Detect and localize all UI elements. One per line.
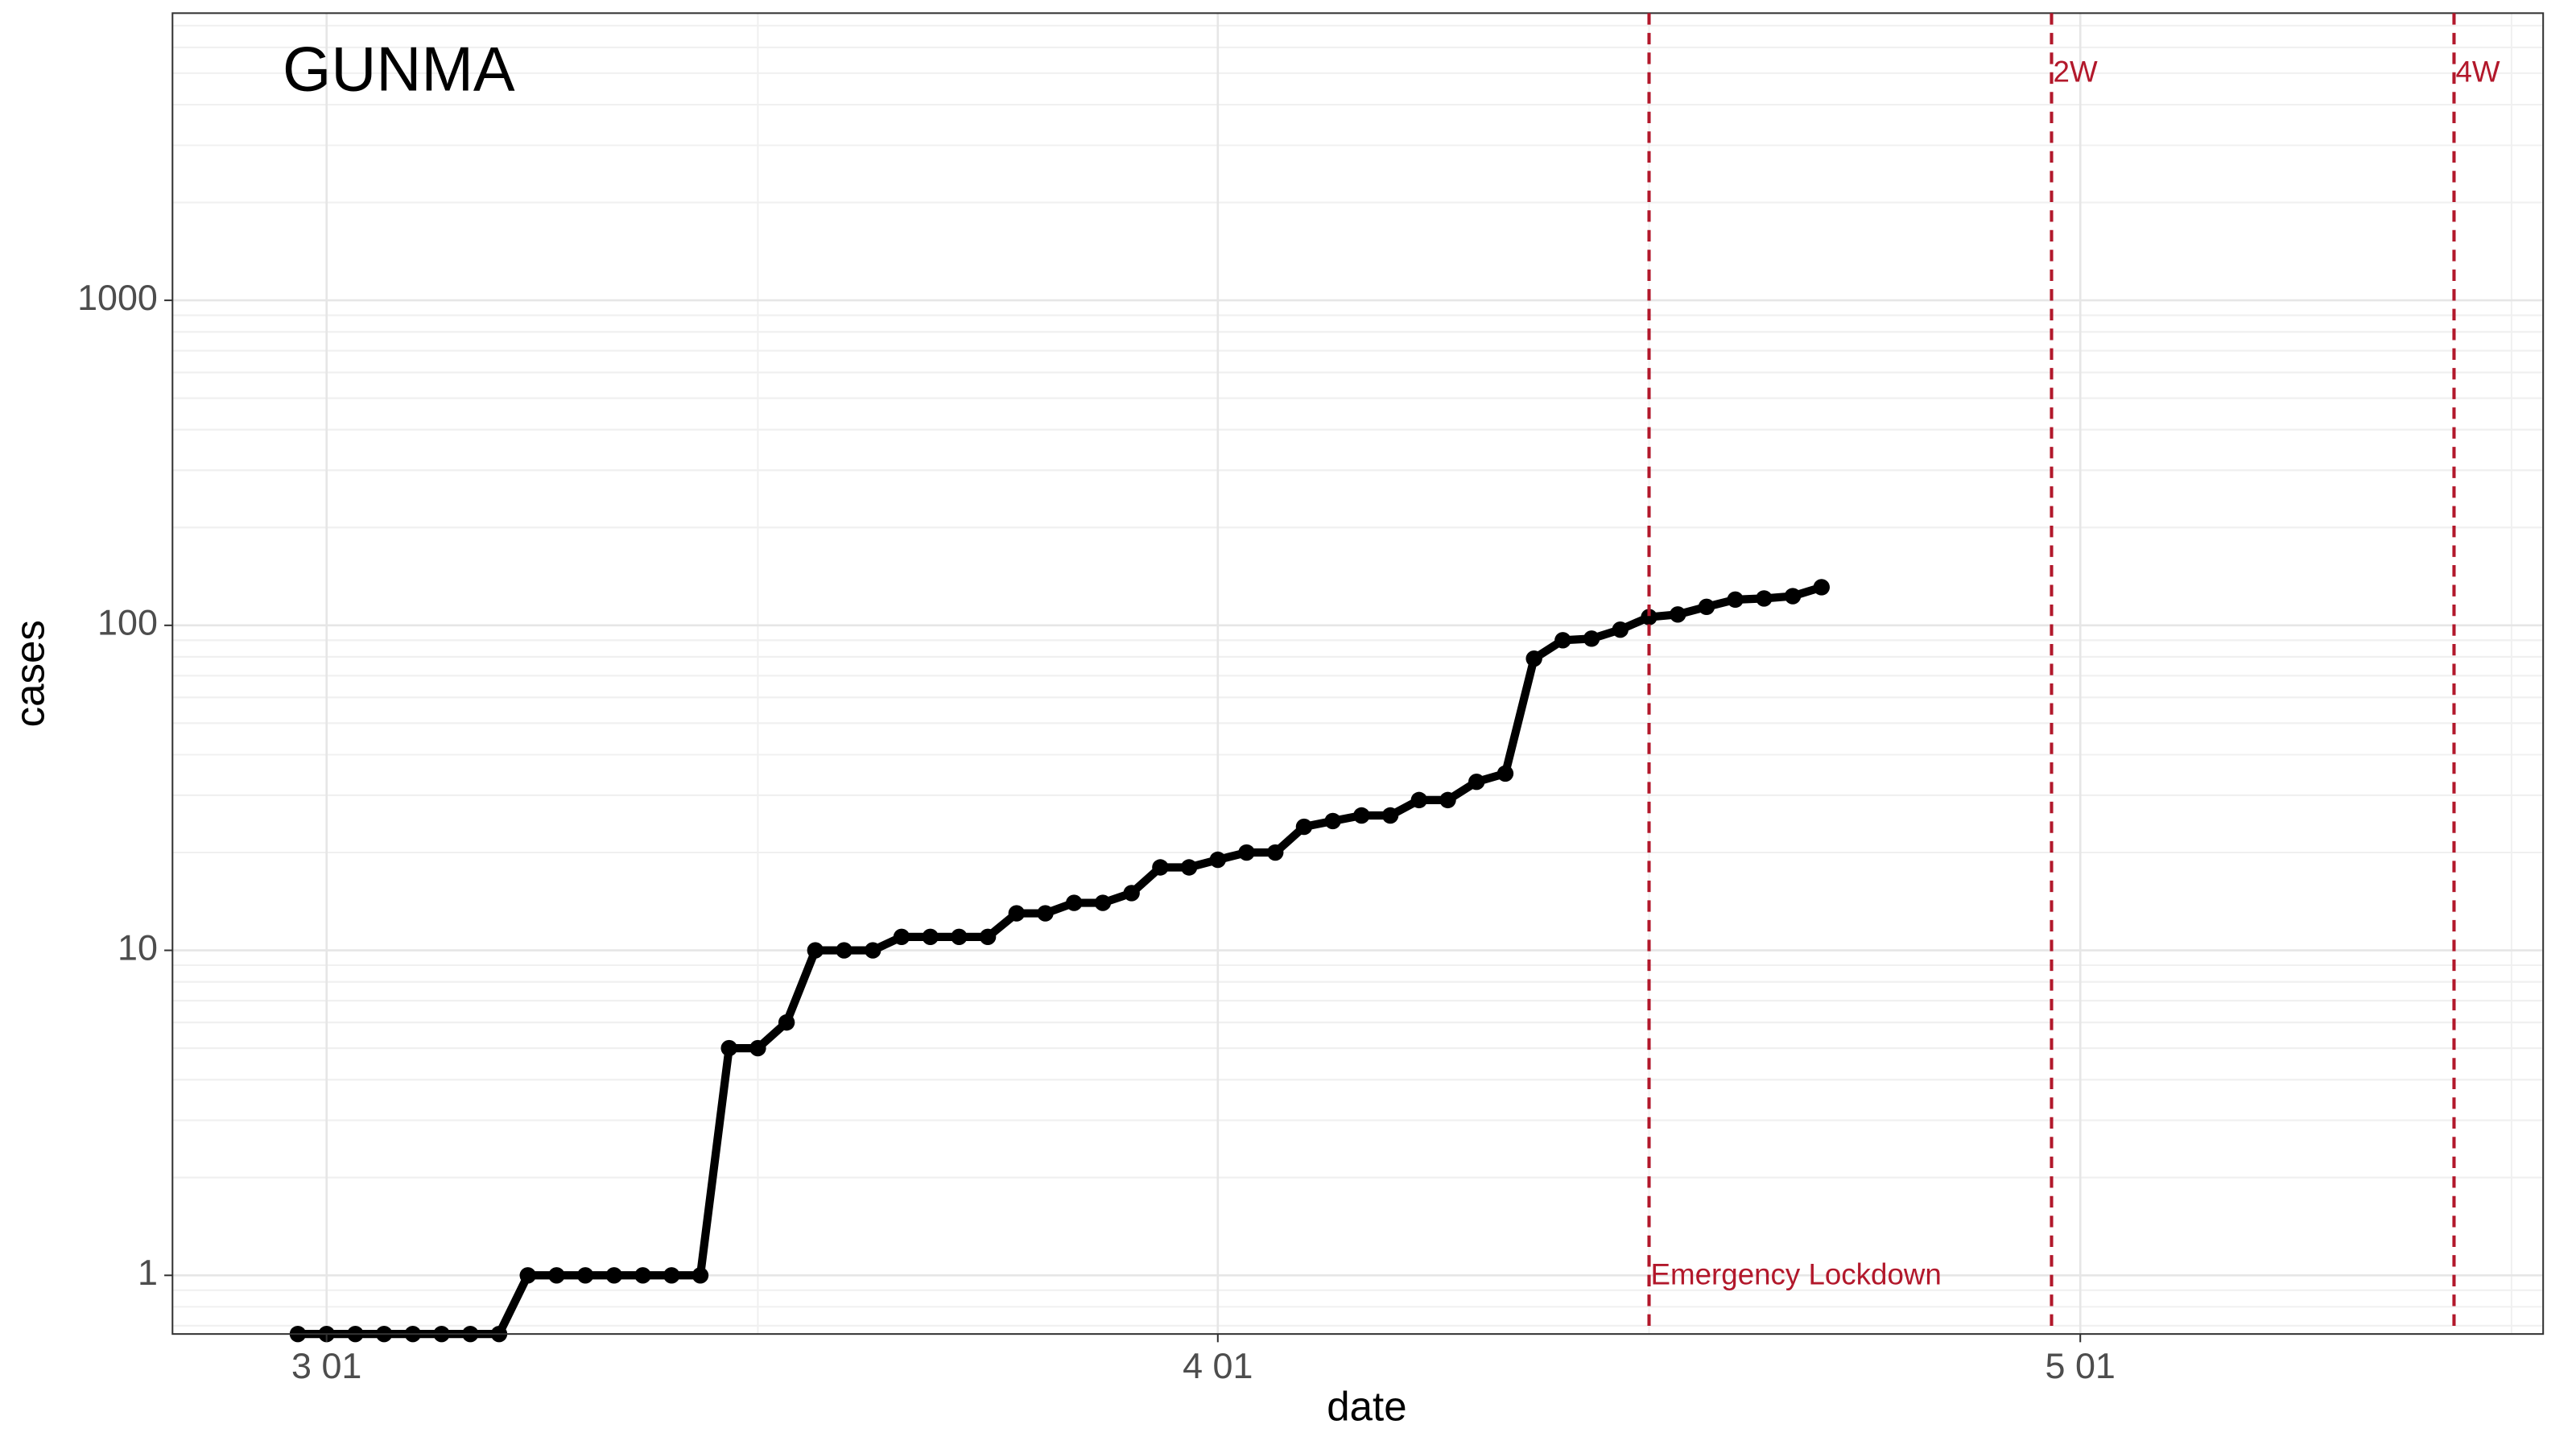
data-point — [663, 1267, 680, 1284]
data-point — [605, 1267, 623, 1284]
reference-label: 4W — [2456, 56, 2500, 89]
x-axis-title: date — [1327, 1384, 1406, 1430]
y-tick-label: 1000 — [77, 277, 158, 318]
data-point — [1698, 598, 1715, 616]
x-tick-label: 5 01 — [2046, 1345, 2116, 1386]
data-point — [1525, 650, 1542, 667]
panel-border — [171, 12, 2545, 1335]
data-point — [548, 1267, 565, 1284]
reference-label: Emergency Lockdown — [1651, 1257, 1942, 1290]
data-point — [893, 928, 910, 946]
data-point — [922, 928, 939, 946]
data-point — [1324, 812, 1341, 830]
data-point — [1670, 606, 1686, 623]
data-point — [1784, 588, 1802, 605]
data-point — [1267, 844, 1284, 861]
data-point — [519, 1267, 536, 1284]
data-point — [1180, 859, 1198, 876]
x-tick-label: 3 01 — [291, 1345, 361, 1386]
data-point — [807, 942, 824, 959]
data-point — [691, 1267, 709, 1284]
data-point — [1583, 630, 1600, 647]
data-point — [1008, 905, 1026, 922]
y-axis-title: cases — [6, 620, 52, 727]
data-point — [1612, 621, 1629, 638]
data-point — [634, 1267, 651, 1284]
data-point — [1295, 818, 1313, 836]
chart-title: GUNMA — [283, 35, 515, 104]
data-point — [1496, 765, 1514, 782]
data-point — [951, 928, 968, 946]
data-point — [865, 942, 881, 959]
data-point — [1813, 579, 1830, 596]
data-point — [1727, 591, 1744, 609]
x-tick-label: 4 01 — [1183, 1345, 1253, 1386]
data-point — [778, 1013, 795, 1031]
y-tick-label: 1 — [138, 1252, 158, 1293]
data-point — [1410, 791, 1428, 809]
y-tick-label: 100 — [97, 602, 158, 643]
data-point — [1439, 791, 1456, 809]
data-point — [1209, 851, 1227, 869]
data-point — [1037, 905, 1054, 922]
data-point — [1094, 894, 1112, 911]
data-point — [720, 1039, 737, 1057]
data-point — [576, 1267, 594, 1284]
data-point — [1066, 894, 1083, 911]
data-point — [1554, 632, 1571, 649]
data-point — [1756, 590, 1773, 607]
data-point — [979, 928, 997, 946]
data-point — [1381, 807, 1399, 824]
data-point — [1123, 885, 1140, 902]
data-point — [1152, 859, 1169, 876]
data-point — [1468, 774, 1485, 791]
plot — [289, 579, 1830, 1343]
y-tick-label: 10 — [118, 927, 158, 968]
data-point — [1641, 609, 1657, 625]
data-point — [1353, 807, 1370, 824]
data-point — [836, 942, 852, 959]
reference-label: 2W — [2054, 56, 2098, 89]
data-point — [1238, 844, 1255, 861]
data-point — [749, 1039, 766, 1057]
